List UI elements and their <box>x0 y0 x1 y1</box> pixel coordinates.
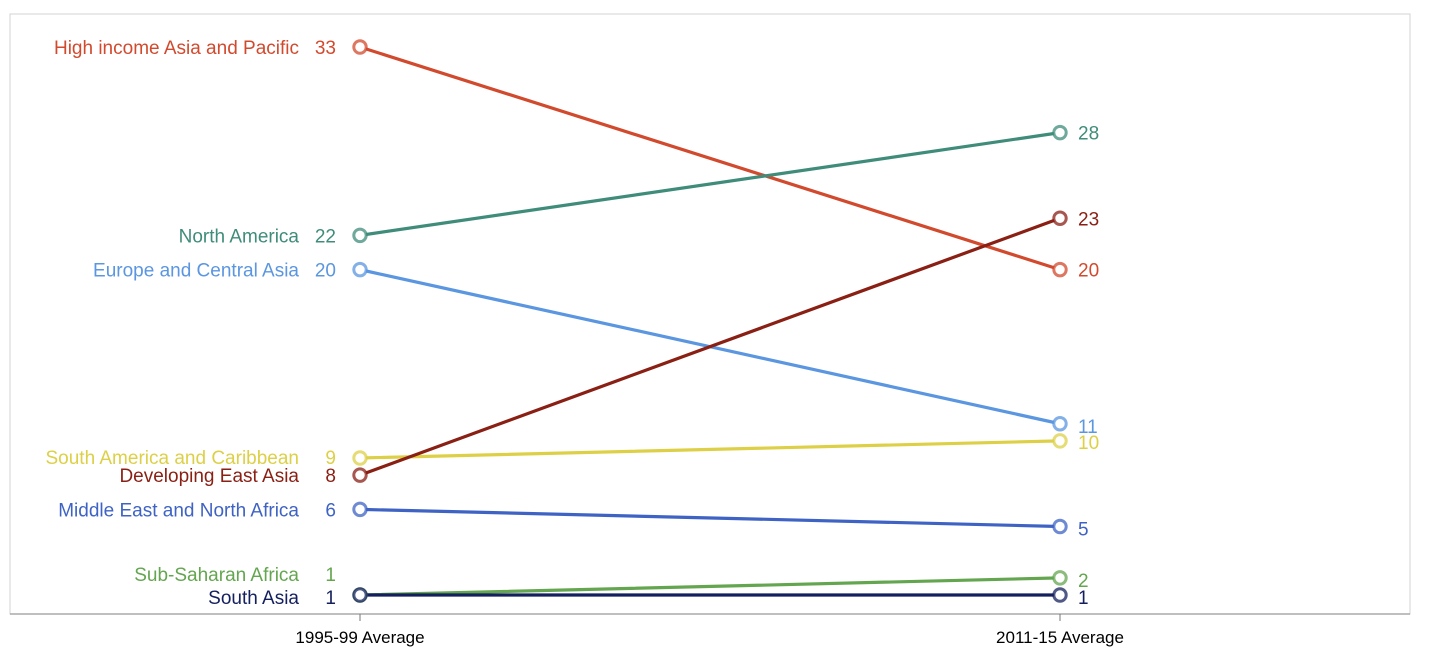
end-value-europe-and-central-asia: 11 <box>1078 417 1098 438</box>
start-value-middle-east-and-north-africa: 6 <box>325 500 336 521</box>
end-value-sub-saharan-africa: 2 <box>1078 571 1089 592</box>
series-label-high-income-asia-and-pacific: High income Asia and Pacific <box>54 38 299 59</box>
start-value-developing-east-asia: 8 <box>325 466 336 487</box>
end-value-south-america-and-caribbean: 10 <box>1078 433 1099 454</box>
end-value-middle-east-and-north-africa: 5 <box>1078 520 1089 541</box>
end-value-north-america: 28 <box>1078 124 1099 145</box>
series-line-south-america-and-caribbean <box>358 439 1062 460</box>
point-middle-east-and-north-africa-start <box>352 501 368 518</box>
series-line-sub-saharan-africa <box>358 576 1062 597</box>
point-high-income-asia-and-pacific-start <box>352 39 368 55</box>
point-developing-east-asia-end <box>1052 210 1068 226</box>
series-label-south-asia: South Asia <box>208 588 299 609</box>
series-line-high-income-asia-and-pacific <box>358 45 1062 272</box>
start-value-south-america-and-caribbean: 9 <box>325 448 336 469</box>
point-europe-and-central-asia-end <box>1052 416 1068 432</box>
start-value-south-asia: 1 <box>325 588 336 609</box>
point-south-america-and-caribbean-end <box>1052 433 1068 449</box>
point-south-asia-start <box>352 587 368 603</box>
series-line-developing-east-asia <box>358 216 1062 477</box>
series-label-south-america-and-caribbean: South America and Caribbean <box>46 448 300 469</box>
point-developing-east-asia-start <box>352 467 368 483</box>
end-value-high-income-asia-and-pacific: 20 <box>1078 261 1099 282</box>
start-value-sub-saharan-africa: 1 <box>325 565 336 586</box>
point-south-asia-end <box>1052 587 1068 603</box>
plot-frame <box>9 13 1411 615</box>
point-south-america-and-caribbean-start <box>352 450 368 466</box>
point-europe-and-central-asia-start <box>352 261 368 278</box>
point-sub-saharan-africa-end <box>1052 570 1068 586</box>
end-value-south-asia: 1 <box>1078 588 1089 609</box>
series-label-europe-and-central-asia: Europe and Central Asia <box>93 261 299 282</box>
start-value-north-america: 22 <box>315 226 336 247</box>
x-tick-label: 1995-99 Average <box>295 628 424 647</box>
point-high-income-asia-and-pacific-end <box>1052 261 1068 278</box>
series-label-developing-east-asia: Developing East Asia <box>119 466 299 487</box>
start-value-high-income-asia-and-pacific: 33 <box>315 38 336 59</box>
series-line-north-america <box>358 131 1062 237</box>
point-middle-east-and-north-africa-end <box>1052 518 1068 535</box>
point-north-america-end <box>1052 124 1068 141</box>
series-label-north-america: North America <box>179 226 300 247</box>
series-label-sub-saharan-africa: Sub-Saharan Africa <box>134 565 299 586</box>
start-value-europe-and-central-asia: 20 <box>315 261 336 282</box>
point-north-america-start <box>352 227 368 244</box>
x-tick-label: 2011-15 Average <box>996 628 1124 647</box>
end-value-developing-east-asia: 23 <box>1078 209 1099 230</box>
series-label-middle-east-and-north-africa: Middle East and North Africa <box>58 500 299 521</box>
series-line-middle-east-and-north-africa <box>358 507 1062 529</box>
